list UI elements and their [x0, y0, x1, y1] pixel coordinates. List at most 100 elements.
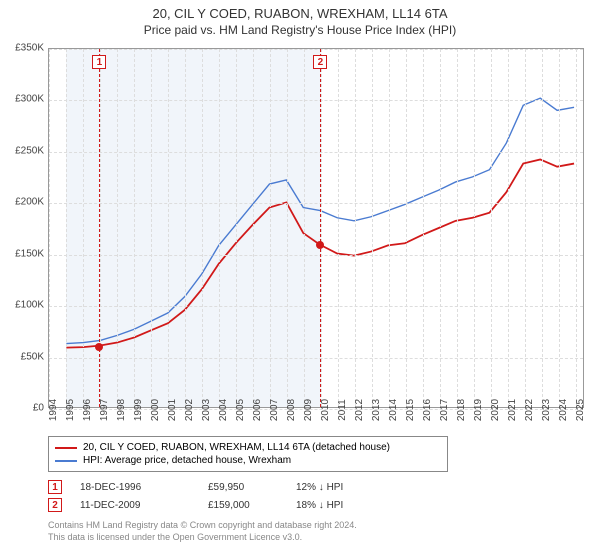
- legend-row: HPI: Average price, detached house, Wrex…: [55, 454, 441, 467]
- grid-v: [270, 49, 271, 407]
- y-tick-label: £150K: [15, 248, 44, 259]
- grid-v: [83, 49, 84, 407]
- legend: 20, CIL Y COED, RUABON, WREXHAM, LL14 6T…: [48, 436, 448, 472]
- grid-v: [372, 49, 373, 407]
- grid-v: [287, 49, 288, 407]
- x-tick-label: 2016: [422, 399, 433, 421]
- grid-v: [491, 49, 492, 407]
- x-tick-label: 2005: [235, 399, 246, 421]
- grid-v: [508, 49, 509, 407]
- x-tick-label: 2015: [405, 399, 416, 421]
- marker-box-2: 2: [313, 55, 327, 69]
- x-tick-label: 2022: [524, 399, 535, 421]
- x-tick-label: 2013: [371, 399, 382, 421]
- grid-v: [66, 49, 67, 407]
- grid-v: [576, 49, 577, 407]
- y-tick-label: £200K: [15, 197, 44, 208]
- grid-v: [185, 49, 186, 407]
- x-tick-label: 2006: [252, 399, 263, 421]
- attribution-line-2: This data is licensed under the Open Gov…: [48, 532, 357, 544]
- marker-dot-1: [95, 343, 103, 351]
- event-marker-2: 2: [48, 498, 62, 512]
- y-tick-label: £50K: [21, 351, 44, 362]
- attribution-line-1: Contains HM Land Registry data © Crown c…: [48, 520, 357, 532]
- grid-h: [49, 49, 583, 50]
- grid-v: [151, 49, 152, 407]
- grid-v: [525, 49, 526, 407]
- x-tick-label: 2008: [286, 399, 297, 421]
- legend-swatch: [55, 460, 77, 462]
- chart-area: 12: [48, 48, 584, 408]
- event-marker-1: 1: [48, 480, 62, 494]
- title-main: 20, CIL Y COED, RUABON, WREXHAM, LL14 6T…: [0, 6, 600, 21]
- grid-v: [355, 49, 356, 407]
- marker-dot-2: [316, 241, 324, 249]
- grid-h: [49, 255, 583, 256]
- x-tick-label: 2014: [388, 399, 399, 421]
- event-delta: 12% ↓ HPI: [296, 482, 386, 493]
- grid-v: [236, 49, 237, 407]
- legend-swatch: [55, 447, 77, 449]
- grid-v: [440, 49, 441, 407]
- grid-h: [49, 100, 583, 101]
- grid-v: [304, 49, 305, 407]
- grid-v: [406, 49, 407, 407]
- x-tick-label: 1996: [82, 399, 93, 421]
- x-tick-label: 2025: [575, 399, 586, 421]
- event-price: £159,000: [208, 500, 278, 511]
- marker-line-1: [99, 49, 100, 407]
- x-tick-label: 1999: [133, 399, 144, 421]
- grid-v: [423, 49, 424, 407]
- grid-v: [219, 49, 220, 407]
- x-tick-label: 2001: [167, 399, 178, 421]
- event-delta: 18% ↓ HPI: [296, 500, 386, 511]
- event-date: 11-DEC-2009: [80, 500, 190, 511]
- grid-v: [389, 49, 390, 407]
- event-table: 1 18-DEC-1996 £59,950 12% ↓ HPI 2 11-DEC-2009…: [48, 478, 386, 514]
- y-tick-label: £350K: [15, 43, 44, 54]
- grid-v: [474, 49, 475, 407]
- title-block: 20, CIL Y COED, RUABON, WREXHAM, LL14 6T…: [0, 0, 600, 37]
- grid-v: [559, 49, 560, 407]
- x-tick-label: 2017: [439, 399, 450, 421]
- x-tick-label: 2018: [456, 399, 467, 421]
- chart-lines: [49, 49, 583, 407]
- grid-h: [49, 306, 583, 307]
- x-tick-label: 2024: [558, 399, 569, 421]
- legend-label: HPI: Average price, detached house, Wrex…: [83, 455, 291, 466]
- y-tick-label: £0: [33, 403, 44, 414]
- event-row: 1 18-DEC-1996 £59,950 12% ↓ HPI: [48, 478, 386, 496]
- x-tick-label: 2000: [150, 399, 161, 421]
- grid-h: [49, 203, 583, 204]
- event-row: 2 11-DEC-2009 £159,000 18% ↓ HPI: [48, 496, 386, 514]
- y-tick-label: £300K: [15, 94, 44, 105]
- grid-v: [542, 49, 543, 407]
- event-price: £59,950: [208, 482, 278, 493]
- grid-v: [134, 49, 135, 407]
- x-tick-label: 2020: [490, 399, 501, 421]
- grid-h: [49, 358, 583, 359]
- x-tick-label: 2009: [303, 399, 314, 421]
- x-tick-label: 2012: [354, 399, 365, 421]
- x-tick-label: 2019: [473, 399, 484, 421]
- grid-v: [202, 49, 203, 407]
- grid-v: [168, 49, 169, 407]
- marker-box-1: 1: [92, 55, 106, 69]
- x-tick-label: 2004: [218, 399, 229, 421]
- grid-h: [49, 409, 583, 410]
- title-sub: Price paid vs. HM Land Registry's House …: [0, 23, 600, 37]
- x-tick-label: 1998: [116, 399, 127, 421]
- grid-v: [338, 49, 339, 407]
- x-tick-label: 2021: [507, 399, 518, 421]
- attribution: Contains HM Land Registry data © Crown c…: [48, 520, 357, 543]
- y-tick-label: £100K: [15, 300, 44, 311]
- x-tick-label: 2007: [269, 399, 280, 421]
- x-tick-label: 1995: [65, 399, 76, 421]
- grid-v: [321, 49, 322, 407]
- grid-v: [253, 49, 254, 407]
- x-tick-label: 2011: [337, 399, 348, 421]
- grid-v: [457, 49, 458, 407]
- event-date: 18-DEC-1996: [80, 482, 190, 493]
- legend-row: 20, CIL Y COED, RUABON, WREXHAM, LL14 6T…: [55, 441, 441, 454]
- x-tick-label: 1994: [48, 399, 59, 421]
